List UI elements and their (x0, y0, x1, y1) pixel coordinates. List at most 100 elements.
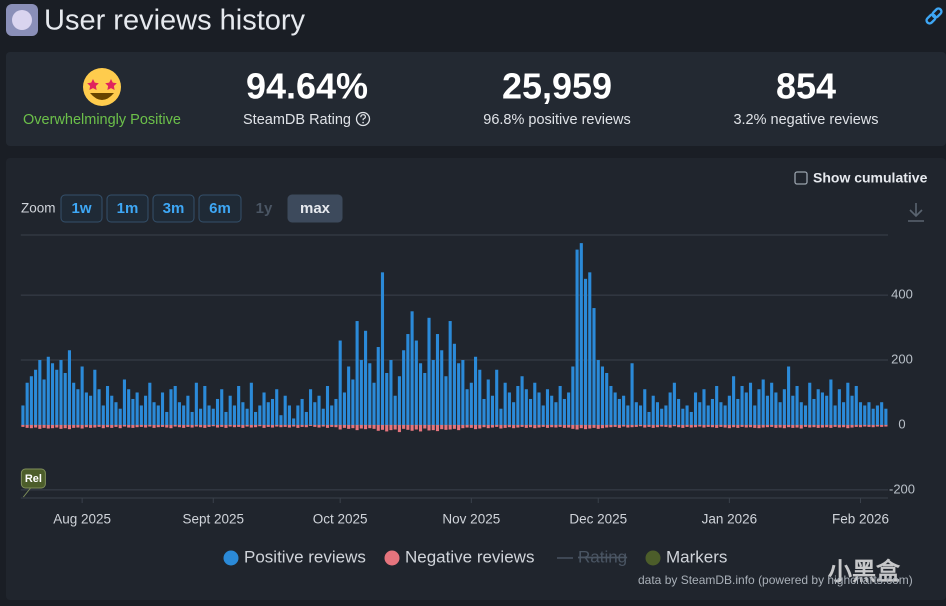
bar (787, 424, 791, 428)
bar (279, 424, 283, 428)
bar (723, 424, 727, 428)
zoom-option[interactable]: 1y (256, 200, 273, 217)
bar (782, 389, 786, 425)
help-icon[interactable] (355, 111, 371, 127)
bar (351, 379, 355, 425)
bar (241, 402, 245, 425)
bar (46, 424, 50, 429)
bar (55, 424, 59, 428)
link-icon[interactable] (925, 7, 943, 25)
bar (583, 424, 588, 430)
bar (287, 424, 291, 428)
bar (215, 398, 220, 425)
bar (516, 424, 520, 428)
bar (334, 398, 338, 425)
bar (321, 408, 325, 425)
bar (490, 395, 495, 425)
bar (237, 385, 241, 425)
bar (672, 382, 676, 425)
legend-swatch[interactable] (645, 550, 661, 566)
legend-swatch[interactable] (384, 550, 400, 566)
bar (414, 340, 418, 425)
bar (368, 363, 372, 425)
bar (313, 424, 317, 427)
bar (186, 424, 190, 427)
bar (342, 424, 346, 428)
bar (309, 389, 313, 425)
bar (613, 392, 617, 425)
bar (524, 389, 528, 425)
bar (723, 405, 727, 425)
bar (46, 356, 50, 425)
zoom-option[interactable]: 3m (163, 200, 185, 217)
bar (34, 369, 38, 425)
bar (638, 424, 643, 427)
bar (672, 424, 676, 427)
zoom-option[interactable]: 1w (71, 200, 91, 217)
legend-swatch[interactable] (223, 550, 239, 566)
zoom-button[interactable] (198, 194, 242, 223)
bar (689, 411, 693, 425)
bar (84, 392, 88, 425)
bar (677, 398, 681, 425)
watermark: 小黑盒 (828, 557, 901, 585)
bar (105, 424, 110, 428)
bar (296, 424, 300, 428)
legend-label[interactable]: Markers (666, 547, 727, 566)
bar (651, 395, 655, 425)
bar (63, 372, 67, 425)
bar (186, 395, 190, 425)
bar (681, 424, 685, 428)
bar (833, 405, 837, 425)
bar (410, 311, 414, 425)
x-tick-label: Nov 2025 (442, 512, 500, 527)
bar (402, 350, 406, 425)
bar (215, 424, 220, 428)
bar (850, 395, 854, 425)
negative-label: 3.2% negative reviews (733, 112, 878, 128)
bar (42, 379, 46, 425)
zoom-option[interactable]: max (300, 200, 331, 217)
legend-label[interactable]: Negative reviews (405, 547, 534, 566)
bar (232, 405, 236, 425)
bar (355, 424, 359, 431)
bar (732, 424, 736, 428)
zoom-button[interactable] (60, 194, 103, 223)
bar (135, 392, 139, 425)
emoji (83, 68, 121, 106)
bar (203, 424, 207, 428)
bar (342, 392, 346, 425)
zoom-button[interactable] (152, 194, 195, 223)
bar (262, 392, 266, 425)
bar (368, 424, 372, 429)
bar (846, 382, 850, 425)
bar (351, 424, 355, 429)
bar (571, 424, 575, 429)
bar (550, 424, 554, 428)
zoom-button[interactable] (106, 194, 149, 223)
bar (317, 424, 321, 428)
download-icon[interactable] (908, 203, 924, 222)
bar (596, 424, 600, 429)
legend-label[interactable]: Rating (578, 547, 627, 566)
cumulative-checkbox[interactable] (794, 171, 808, 185)
bar (190, 424, 194, 428)
zoom-option[interactable]: 6m (209, 200, 231, 217)
zoom-option[interactable]: 1m (117, 200, 139, 217)
zoom-button[interactable] (287, 194, 343, 223)
bar (609, 385, 613, 425)
cumulative-label[interactable]: Show cumulative (813, 170, 928, 186)
bar (258, 424, 262, 427)
bar (647, 424, 651, 427)
bar (300, 424, 304, 427)
bar (761, 424, 765, 428)
bar (152, 402, 156, 425)
bar (29, 424, 33, 429)
x-tick-label: Feb 2026 (832, 512, 889, 527)
legend-label[interactable]: Positive reviews (244, 547, 366, 566)
bar (80, 424, 84, 429)
bar (110, 395, 114, 425)
bar (419, 424, 423, 432)
bar (245, 424, 249, 427)
